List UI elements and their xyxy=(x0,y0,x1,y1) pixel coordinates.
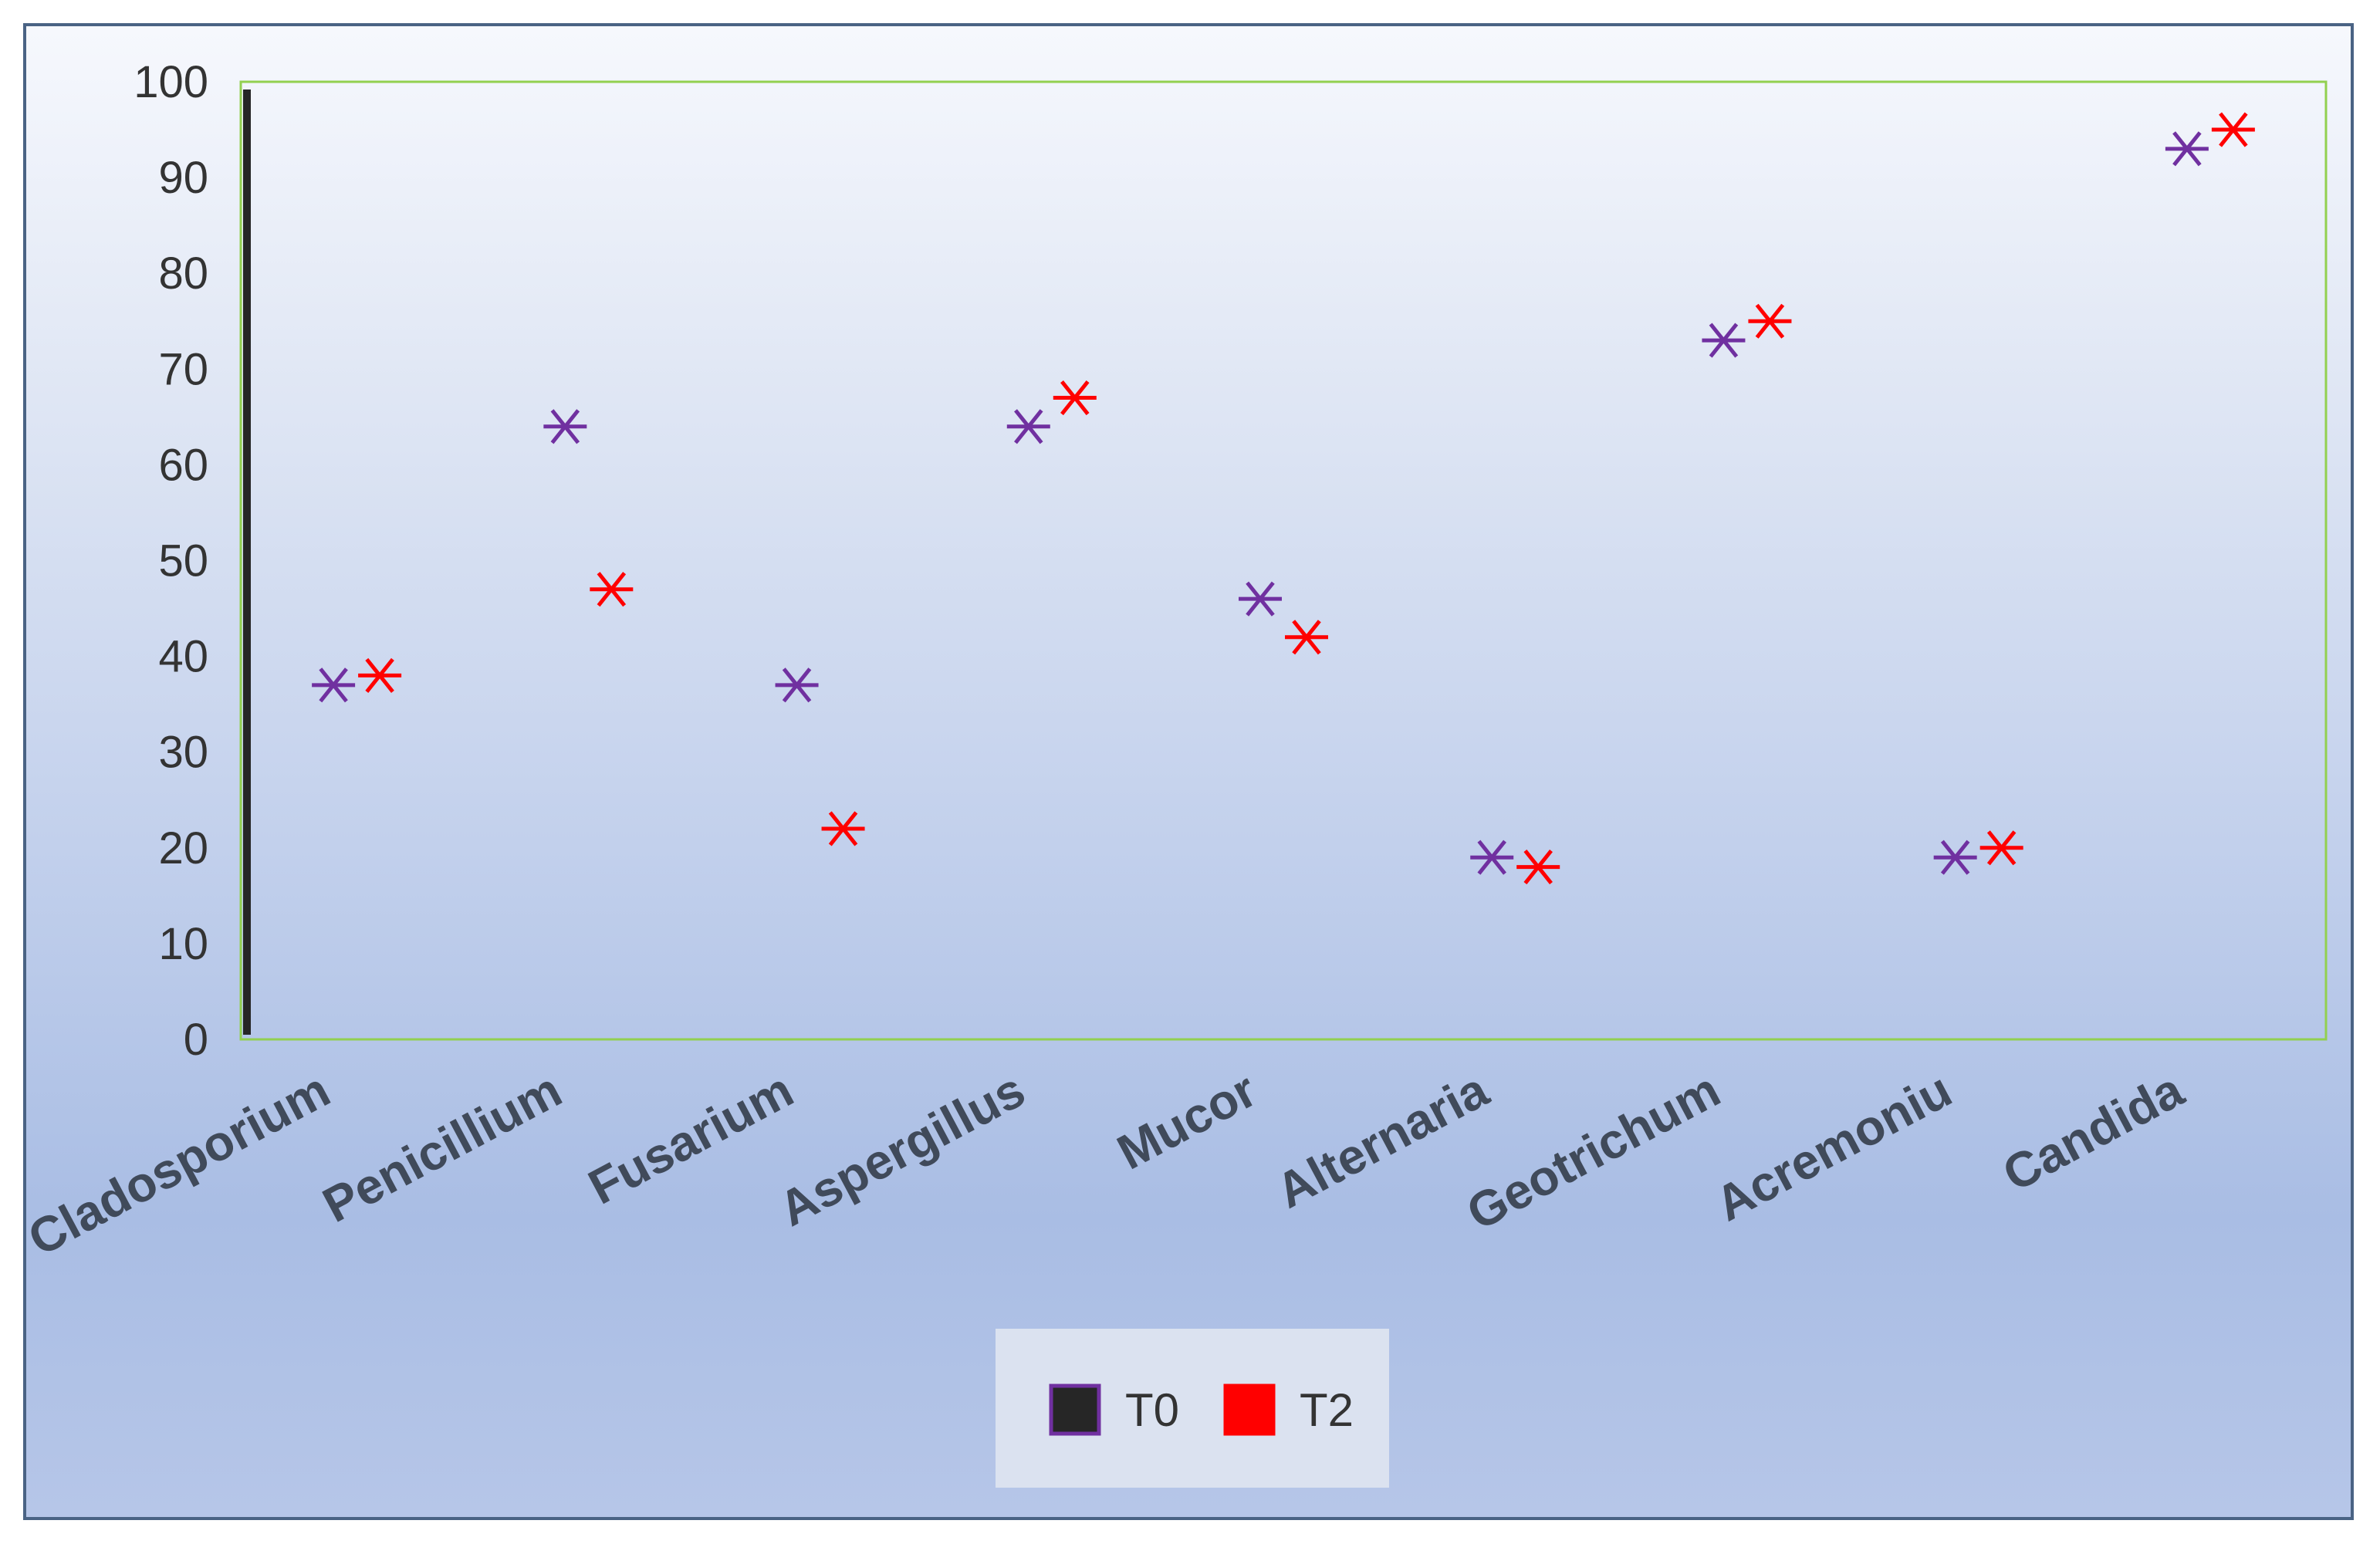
point-t2-mucor xyxy=(1285,620,1328,655)
y-tick-label: 50 xyxy=(158,536,208,586)
point-t0-penicillium xyxy=(543,409,587,444)
x-category-label: Aspergillus xyxy=(770,1062,1034,1237)
x-category-label: Penicillium xyxy=(314,1062,570,1233)
point-t2-aspergillus xyxy=(1053,380,1097,416)
y-axis-ticks: 0 10 20 30 40 50 60 70 80 90 100 xyxy=(134,57,208,1065)
marker-stroke xyxy=(550,409,580,444)
point-t0-geotrichum xyxy=(1702,323,1746,358)
scatter-chart: 0 10 20 30 40 50 60 70 80 90 100 CladosporiumPenic… xyxy=(26,57,2328,1488)
x-category-label: Cladosporium xyxy=(26,1062,339,1267)
chart-frame: 0 10 20 30 40 50 60 70 80 90 100 Cladosporium Penic… xyxy=(23,23,2354,1520)
y-tick-label: 60 xyxy=(158,440,208,490)
data-markers xyxy=(312,112,2255,885)
marker-stroke xyxy=(782,667,812,703)
marker-stroke xyxy=(1292,620,1321,655)
marker-stroke xyxy=(1014,409,1043,444)
point-t2-acremoniu xyxy=(1979,830,2023,866)
marker-stroke xyxy=(1709,323,1739,358)
marker-stroke xyxy=(2172,131,2202,167)
y-tick-label: 30 xyxy=(158,728,208,778)
y-tick-label: 80 xyxy=(158,248,208,299)
marker-stroke xyxy=(597,572,627,607)
x-category-label: Fusarium xyxy=(580,1062,802,1215)
marker-stroke xyxy=(1246,581,1275,617)
legend-swatch-t0 xyxy=(1049,1384,1101,1436)
marker-stroke xyxy=(828,811,858,846)
marker-stroke xyxy=(1755,303,1785,339)
point-t2-cladosporium xyxy=(358,657,402,693)
y-tick-label: 90 xyxy=(158,153,208,203)
point-t0-acremoniu xyxy=(1933,840,1977,875)
legend-label-t2: T2 xyxy=(1300,1384,1354,1436)
marker-stroke xyxy=(1060,380,1090,416)
point-t2-alternaria xyxy=(1516,850,1560,885)
x-category-label: Geotrichum xyxy=(1458,1062,1729,1241)
legend: T0 T2 xyxy=(996,1329,1389,1488)
point-t2-geotrichum xyxy=(1748,303,1792,339)
marker-stroke xyxy=(1986,830,2017,866)
x-category-label: Mucor xyxy=(1108,1062,1265,1181)
marker-stroke xyxy=(2219,112,2248,147)
point-t0-cladosporium xyxy=(312,667,356,703)
y-tick-label: 40 xyxy=(158,632,208,682)
y-tick-label: 10 xyxy=(158,919,208,969)
point-t0-aspergillus xyxy=(1006,409,1050,444)
point-t2-fusarium xyxy=(821,811,865,846)
x-category-label: Candida xyxy=(1994,1062,2192,1202)
plot-border xyxy=(239,80,2328,1041)
marker-stroke xyxy=(365,657,394,693)
marker-stroke xyxy=(1940,840,1970,875)
y-tick-label: 70 xyxy=(158,344,208,394)
y-tick-label: 0 xyxy=(184,1015,208,1065)
x-category-label: Acremoniu xyxy=(1706,1062,1960,1232)
plot-area xyxy=(239,80,2328,1041)
legend-label-t0: T0 xyxy=(1125,1384,1179,1436)
point-t0-fusarium xyxy=(775,667,819,703)
marker-stroke xyxy=(1523,850,1553,885)
y-tick-label: 100 xyxy=(134,57,208,107)
y-tick-label: 20 xyxy=(158,823,208,873)
marker-stroke xyxy=(1477,840,1506,875)
legend-swatch-t2 xyxy=(1223,1384,1276,1436)
point-t0-alternaria xyxy=(1470,840,1514,875)
point-t0-mucor xyxy=(1239,581,1282,617)
point-t2-penicillium xyxy=(590,572,634,607)
point-t0-candida xyxy=(2165,131,2209,167)
point-t2-candida xyxy=(2211,112,2255,147)
marker-stroke xyxy=(319,667,348,703)
